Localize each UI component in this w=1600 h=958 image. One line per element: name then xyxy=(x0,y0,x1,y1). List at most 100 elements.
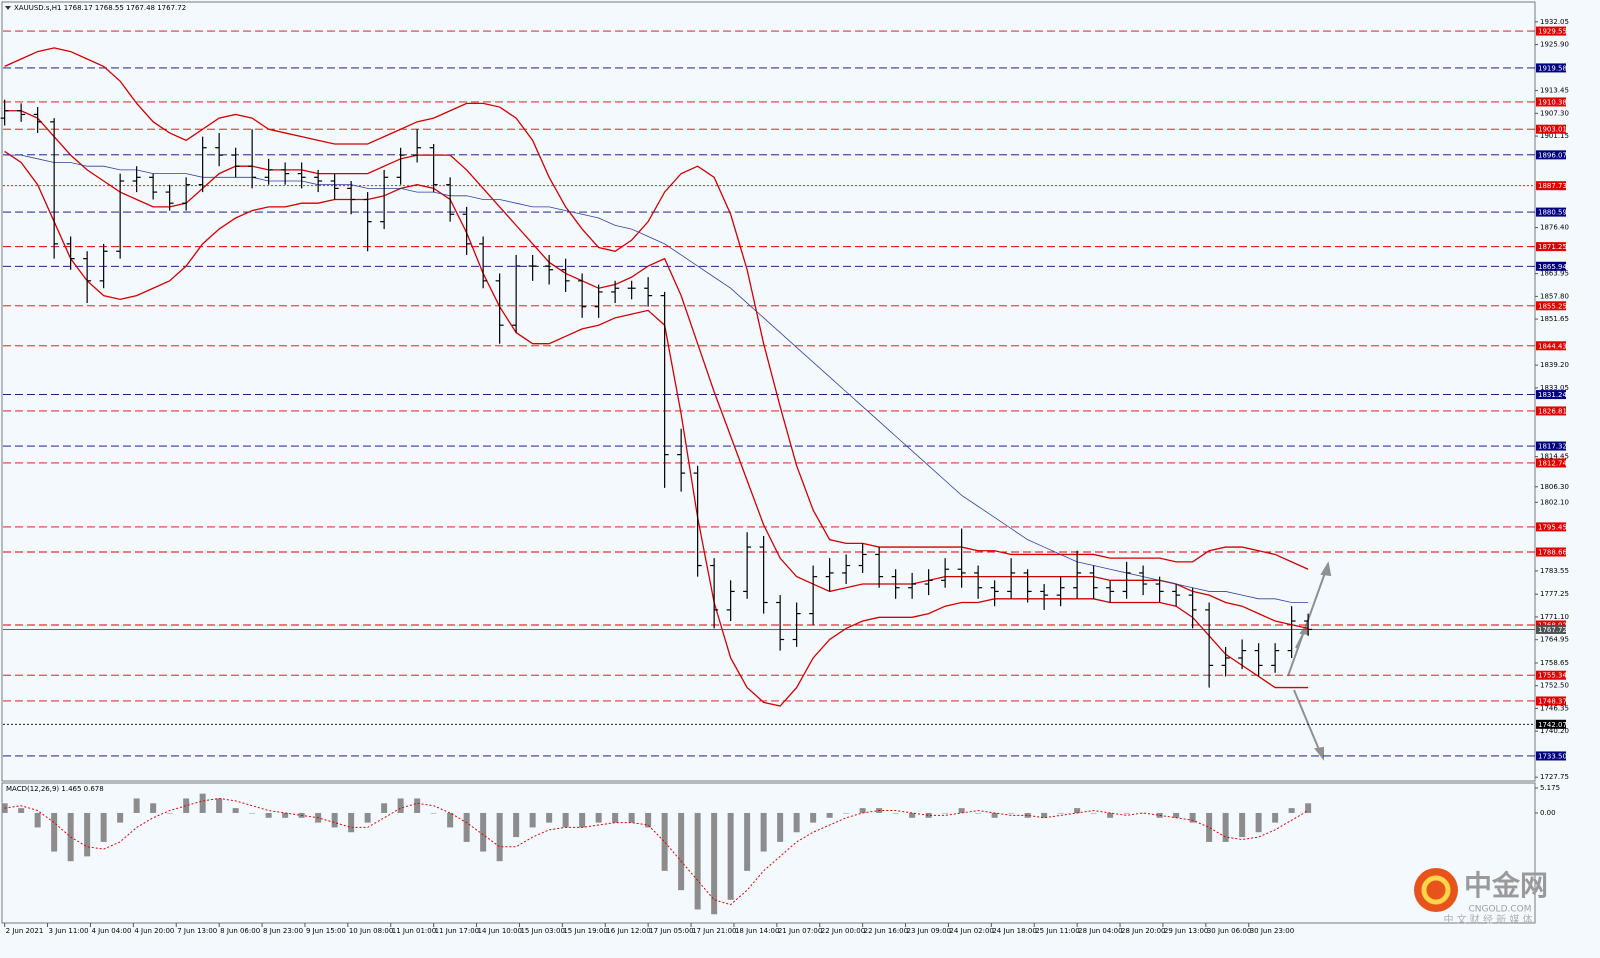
macd-bar xyxy=(991,812,998,818)
macd-bar xyxy=(727,812,734,900)
watermark-slogan: 中 文 财 经 新 媒 体 xyxy=(1443,913,1532,926)
level-label-box xyxy=(1536,522,1566,532)
level-label: 1844.43 xyxy=(1538,342,1567,350)
x-tick-label: 15 Jun 19:00 xyxy=(563,927,607,935)
macd-bar xyxy=(859,808,866,813)
level-label-box xyxy=(1536,390,1566,400)
level-label-box xyxy=(1536,26,1566,36)
macd-bar xyxy=(529,812,536,828)
level-label-box xyxy=(1536,341,1566,351)
level-label-box xyxy=(1536,124,1566,134)
level-label-box xyxy=(1536,63,1566,73)
x-tick-label: 21 Jun 07:00 xyxy=(778,927,822,935)
macd-bar xyxy=(100,812,107,842)
x-tick-label: 24 Jun 18:00 xyxy=(992,927,1036,935)
y-tick-label: 0.00 xyxy=(1540,809,1556,817)
macd-bar xyxy=(892,812,899,814)
arrow-head xyxy=(1320,561,1332,577)
y-tick-label: 1907.30 xyxy=(1540,109,1569,117)
macd-bar xyxy=(1173,812,1180,818)
macd-bar xyxy=(1222,812,1229,842)
y-tick-label: 1851.65 xyxy=(1540,315,1569,323)
macd-bar xyxy=(447,812,454,828)
x-tick-label: 11 Jun 01:00 xyxy=(392,927,436,935)
macd-bar xyxy=(331,812,338,828)
macd-bar xyxy=(117,812,124,823)
macd-bar xyxy=(1041,812,1048,818)
x-tick-label: 25 Jun 11:00 xyxy=(1035,927,1079,935)
macd-bar xyxy=(414,798,421,813)
watermark: 中金网 CNGOLD.COM 中 文 财 经 新 媒 体 xyxy=(1414,868,1548,926)
macd-bar xyxy=(249,812,256,814)
x-tick-label: 30 Jun 06:00 xyxy=(1207,927,1251,935)
macd-bar xyxy=(579,812,586,828)
macd-bar xyxy=(942,812,949,814)
level-label: 1812.74 xyxy=(1538,459,1567,467)
level-label: 1831.24 xyxy=(1538,391,1567,399)
level-label-box xyxy=(1536,670,1566,680)
x-tick-label: 9 Jun 15:00 xyxy=(306,927,346,935)
x-tick-label: 8 Jun 23:00 xyxy=(263,927,303,935)
level-label-box xyxy=(1536,696,1566,706)
x-tick-label: 22 Jun 00:00 xyxy=(821,927,865,935)
x-tick-label: 23 Jun 09:00 xyxy=(907,927,951,935)
macd-bar xyxy=(793,812,800,833)
macd-bar xyxy=(595,812,602,823)
y-tick-label: 1833.05 xyxy=(1540,384,1569,392)
y-tick-label: 1802.10 xyxy=(1540,498,1569,506)
macd-bar xyxy=(282,812,289,818)
macd-bar xyxy=(760,812,767,852)
level-label: 1887.73 xyxy=(1538,182,1567,190)
macd-bar xyxy=(777,812,784,842)
y-tick-label: 1727.75 xyxy=(1540,773,1569,781)
x-tick-label: 11 Jun 17:00 xyxy=(435,927,479,935)
level-label-box xyxy=(1536,301,1566,311)
macd-bar xyxy=(199,793,206,813)
level-label-box xyxy=(1536,751,1566,761)
y-tick-label: 1777.25 xyxy=(1540,590,1569,598)
level-label: 1748.37 xyxy=(1538,697,1567,705)
macd-bar xyxy=(925,812,932,818)
level-label-box xyxy=(1536,547,1566,557)
macd-bar xyxy=(1206,812,1213,842)
macd-bar xyxy=(480,812,487,852)
y-tick-label: 1783.55 xyxy=(1540,567,1569,575)
macd-bar xyxy=(1305,803,1312,813)
macd-bar xyxy=(843,812,850,814)
y-tick-label: 1740.20 xyxy=(1540,727,1569,735)
level-label: 1855.25 xyxy=(1538,302,1567,310)
y-tick-label: 1925.90 xyxy=(1540,41,1569,49)
x-tick-label: 4 Jun 20:00 xyxy=(134,927,174,935)
macd-bar xyxy=(183,798,190,813)
x-tick-label: 22 Jun 16:00 xyxy=(864,927,908,935)
macd-bar xyxy=(1140,812,1147,814)
macd-bar xyxy=(678,812,685,891)
x-tick-label: 28 Jun 04:00 xyxy=(1078,927,1122,935)
y-tick-label: 1758.65 xyxy=(1540,659,1569,667)
level-label-box xyxy=(1536,207,1566,217)
y-tick-label: 1746.35 xyxy=(1540,704,1569,712)
macd-bar xyxy=(381,803,388,813)
macd-bar xyxy=(1255,812,1262,833)
x-tick-label: 7 Jun 13:00 xyxy=(177,927,217,935)
macd-bar xyxy=(463,812,470,842)
level-label: 1929.55 xyxy=(1538,28,1567,36)
level-label-box xyxy=(1536,406,1566,416)
macd-bar xyxy=(1074,808,1081,813)
x-tick-label: 2 Jun 2021 xyxy=(6,927,44,935)
macd-bar xyxy=(348,812,355,833)
chart-title: XAUUSD.s,H1 1768.17 1768.55 1767.48 1767… xyxy=(14,4,186,12)
macd-panel-frame xyxy=(1,782,1536,924)
macd-bar xyxy=(711,812,718,915)
macd-bar xyxy=(166,812,173,814)
macd-bar xyxy=(562,812,569,828)
level-label: 1903.01 xyxy=(1538,126,1567,134)
macd-bar xyxy=(51,812,58,852)
watermark-logo: 中金网 xyxy=(1464,869,1548,902)
level-label: 1896.07 xyxy=(1538,151,1567,159)
y-tick-label: 1839.20 xyxy=(1540,361,1569,369)
logo-ring xyxy=(1421,875,1451,905)
indicator-line xyxy=(4,150,1309,707)
level-label-box xyxy=(1536,624,1566,634)
